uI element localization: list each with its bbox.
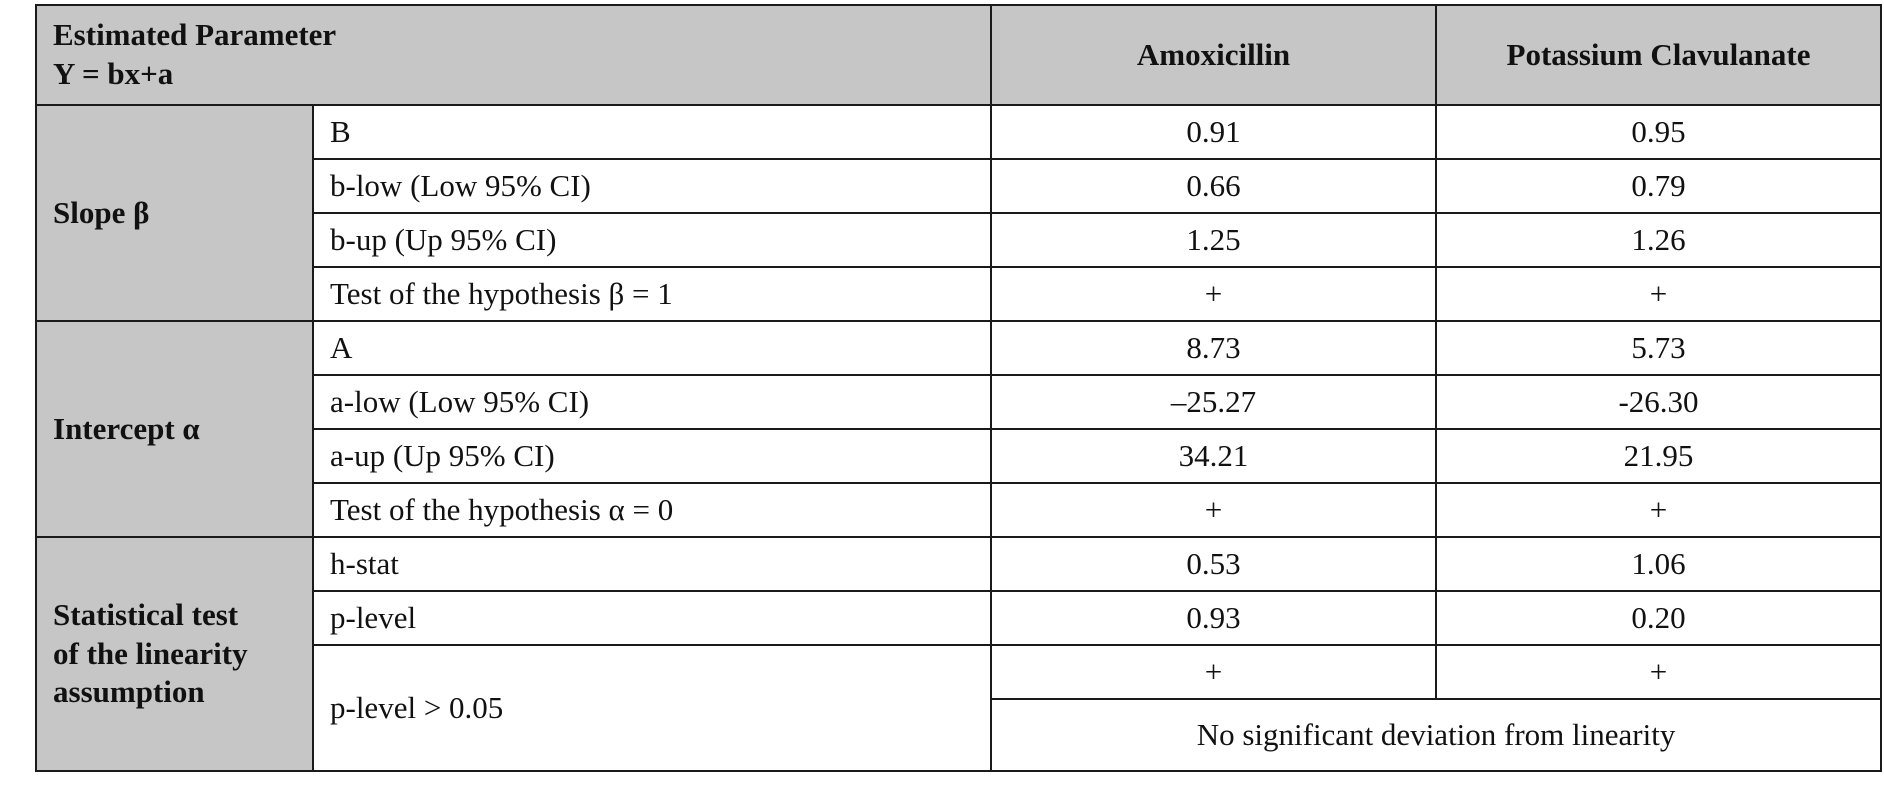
table-row: b-low (Low 95% CI) 0.66 0.79 [36, 158, 1883, 214]
parameter-table: Estimated Parameter Y = bx+a Amoxicillin… [34, 4, 1883, 772]
cell-amoxicillin: + [990, 644, 1438, 700]
group-linearity-test: Statistical test of the linearity assump… [35, 536, 314, 772]
row-label: b-up (Up 95% CI) [311, 212, 993, 268]
group-linearity-line2: of the linearity [53, 635, 248, 671]
table-row: p-level 0.93 0.20 [36, 590, 1883, 646]
cell-potassium-clavulanate: 5.73 [1435, 320, 1883, 376]
header-row: Estimated Parameter Y = bx+a Amoxicillin… [34, 4, 1883, 106]
row-label: p-level > 0.05 [311, 644, 993, 772]
cell-potassium-clavulanate: 21.95 [1435, 428, 1883, 484]
table-row: Intercept α A 8.73 5.73 [35, 320, 1883, 538]
header-amoxicillin: Amoxicillin [990, 4, 1438, 106]
row-label: B [311, 104, 993, 160]
cell-amoxicillin: 0.91 [990, 104, 1438, 160]
cell-potassium-clavulanate: 0.79 [1435, 158, 1883, 214]
cell-potassium-clavulanate: + [1435, 266, 1883, 322]
row-label: p-level [311, 590, 993, 646]
table-row: Statistical test of the linearity assump… [35, 536, 1883, 772]
cell-amoxicillin: 8.73 [990, 320, 1438, 376]
cell-potassium-clavulanate: 1.26 [1435, 212, 1883, 268]
table-row: a-low (Low 95% CI) –25.27 -26.30 [36, 374, 1883, 430]
header-parameter: Estimated Parameter Y = bx+a [34, 4, 993, 106]
row-label: Test of the hypothesis β = 1 [311, 266, 993, 322]
table-row: p-level > 0.05 + + [36, 644, 1883, 772]
cell-potassium-clavulanate: + [1435, 482, 1883, 538]
cell-potassium-clavulanate: 1.06 [1435, 536, 1883, 592]
table-container: Estimated Parameter Y = bx+a Amoxicillin… [34, 4, 1883, 772]
cell-amoxicillin: 0.93 [990, 590, 1438, 646]
linearity-conclusion: No significant deviation from linearity [990, 698, 1883, 772]
table-row: Test of the hypothesis α = 0 + + [36, 482, 1883, 538]
group-linearity-line3: assumption [53, 674, 205, 710]
row-label: Test of the hypothesis α = 0 [311, 482, 993, 538]
cell-amoxicillin: 1.25 [990, 212, 1438, 268]
cell-potassium-clavulanate: 0.20 [1435, 590, 1883, 646]
cell-amoxicillin: –25.27 [990, 374, 1438, 430]
row-label: a-up (Up 95% CI) [311, 428, 993, 484]
row-label: A [311, 320, 993, 376]
table-row: No significant deviation from linearity [36, 698, 1883, 772]
table-row: Slope β B 0.91 0.95 [35, 104, 1883, 322]
group-intercept: Intercept α [35, 320, 314, 538]
cell-amoxicillin: + [990, 482, 1438, 538]
cell-potassium-clavulanate: 0.95 [1435, 104, 1883, 160]
row-label: a-low (Low 95% CI) [311, 374, 993, 430]
header-parameter-line1: Estimated Parameter [53, 17, 337, 53]
group-linearity-line1: Statistical test [53, 596, 239, 632]
cell-potassium-clavulanate: -26.30 [1435, 374, 1883, 430]
cell-amoxicillin: 0.53 [990, 536, 1438, 592]
table-row: b-up (Up 95% CI) 1.25 1.26 [36, 212, 1883, 268]
table-row: a-up (Up 95% CI) 34.21 21.95 [36, 428, 1883, 484]
row-label: b-low (Low 95% CI) [311, 158, 993, 214]
cell-amoxicillin: 0.66 [990, 158, 1438, 214]
cell-amoxicillin: + [990, 266, 1438, 322]
header-potassium-clavulanate: Potassium Clavulanate [1435, 4, 1883, 106]
group-slope: Slope β [35, 104, 314, 322]
row-label: h-stat [311, 536, 993, 592]
cell-amoxicillin: 34.21 [990, 428, 1438, 484]
cell-potassium-clavulanate: + [1435, 644, 1883, 700]
table-row: Test of the hypothesis β = 1 + + [36, 266, 1883, 322]
header-parameter-line2: Y = bx+a [53, 56, 174, 91]
